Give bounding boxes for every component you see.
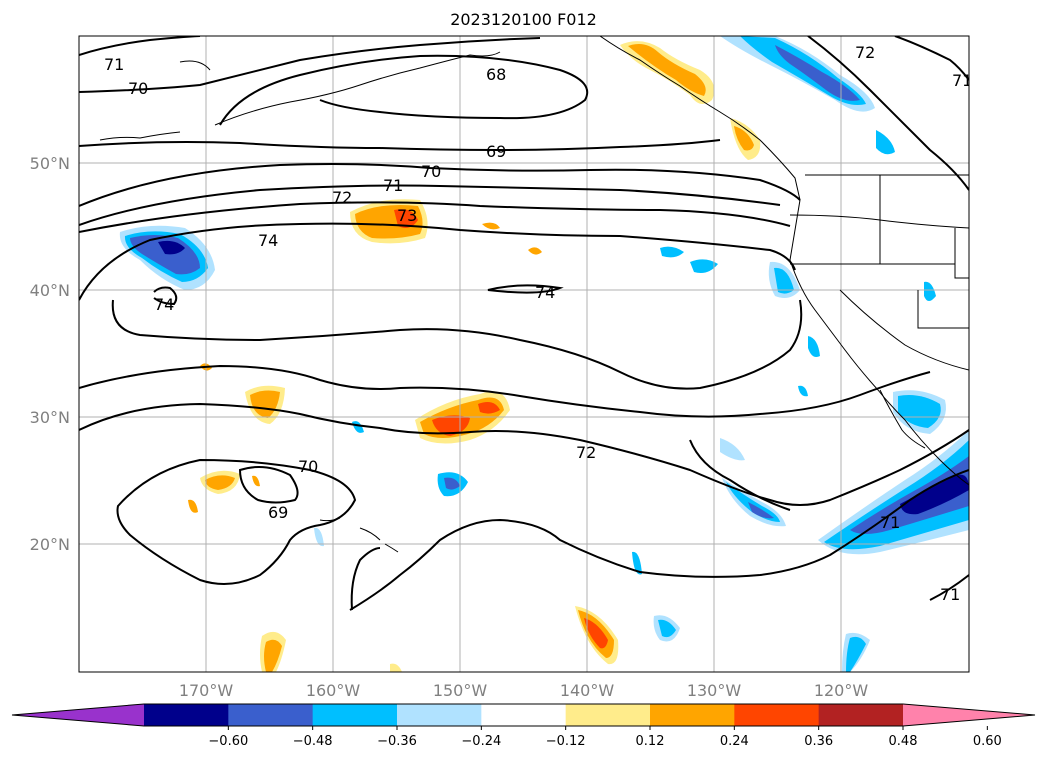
shade-positive	[482, 222, 500, 230]
map-title: 2023120100 F012	[450, 10, 597, 29]
shade-negative	[690, 259, 718, 273]
contour-label: 71	[104, 55, 124, 74]
shade-positive	[394, 209, 418, 228]
contour-lines	[79, 36, 969, 611]
contour-label: 71	[880, 513, 900, 532]
colorbar-segment	[144, 704, 229, 726]
shade-positive	[584, 618, 608, 649]
shade-negative	[798, 385, 808, 397]
shade-negative	[660, 246, 684, 258]
shade-negative	[808, 336, 820, 357]
longitude-labels: 170°W 160°W 150°W 140°W 130°W 120°W	[179, 681, 869, 700]
shade-negative	[726, 482, 780, 522]
colorbar-segment	[312, 704, 398, 726]
lon-label: 130°W	[687, 681, 742, 700]
shade-positive	[390, 663, 402, 672]
colorbar-tick-label: −0.60	[208, 734, 248, 749]
contour-label: 71	[383, 176, 403, 195]
latitude-labels: 50°N 40°N 30°N 20°N	[30, 154, 70, 554]
shade-negative	[720, 438, 745, 461]
colorbar-tick-label: 0.12	[636, 734, 665, 749]
contour-label: 69	[486, 142, 506, 161]
shade-negative	[846, 636, 866, 672]
colorbar-segment	[565, 704, 651, 726]
shade-negative	[924, 281, 936, 301]
shade-negative	[850, 456, 969, 534]
colorbar: −0.60 −0.48 −0.36 −0.24 −0.12 0.12 0.24 0.36 0.4…	[11, 703, 1036, 749]
lon-label: 170°W	[179, 681, 234, 700]
colorbar-extend-high	[903, 704, 1035, 726]
lon-label: 140°W	[560, 681, 615, 700]
colorbar-segment	[228, 704, 314, 726]
lon-label: 160°W	[306, 681, 361, 700]
contour-label: 70	[128, 79, 148, 98]
lat-label: 30°N	[30, 408, 70, 427]
contour-label: 70	[421, 162, 441, 181]
shade-negative	[748, 502, 774, 519]
shade-negative	[158, 240, 185, 255]
colorbar-extend-low	[12, 704, 144, 726]
contour-label: 72	[576, 443, 596, 462]
shade-positive	[734, 126, 754, 151]
colorbar-segment	[818, 704, 904, 726]
colorbar-tick-label: 0.36	[804, 734, 833, 749]
shade-negative	[444, 477, 460, 490]
colorbar-tick-label: 0.24	[720, 734, 749, 749]
lat-label: 40°N	[30, 281, 70, 300]
colorbar-outline	[11, 703, 1036, 727]
colorbar-tick-label: 0.60	[973, 734, 1002, 749]
colorbar-segment	[650, 704, 735, 726]
shade-negative	[658, 619, 676, 638]
plot-frame	[78, 35, 970, 673]
contour-label: 71	[940, 585, 960, 604]
gridlines	[79, 36, 969, 672]
shade-negative	[824, 440, 969, 550]
contour-labels: 71 70 68 72 71 69 70 71 72 73 74 74 74 7…	[104, 43, 972, 604]
shade-positive	[250, 390, 280, 418]
shade-negative	[898, 395, 941, 428]
shade-positive	[264, 639, 282, 672]
shade-positive	[478, 402, 500, 414]
colorbar-segment	[397, 704, 482, 726]
lon-label: 120°W	[814, 681, 869, 700]
contour-label: 68	[486, 65, 506, 84]
shade-negative	[632, 551, 642, 575]
contour-label: 74	[154, 295, 174, 314]
colorbar-tick-label: −0.36	[377, 734, 417, 749]
colorbar-segment	[734, 704, 820, 726]
contour-label: 69	[268, 503, 288, 522]
shade-negative	[130, 235, 200, 275]
shade-negative	[900, 474, 969, 515]
shade-negative	[775, 45, 860, 101]
contour-label: 72	[332, 188, 352, 207]
colorbar-tick-label: −0.24	[461, 734, 501, 749]
plot-area: 71 70 68 72 71 69 70 71 72 73 74 74 74 7…	[79, 36, 972, 672]
colorbar-tick-label: −0.48	[293, 734, 333, 749]
shade-negative	[314, 527, 324, 547]
contour-label: 72	[855, 43, 875, 62]
colorbar-segment	[481, 704, 567, 726]
shade-positive	[628, 44, 706, 96]
contour-label: 71	[952, 71, 972, 90]
shade-positive	[205, 475, 235, 490]
colorbar-tick-label: 0.48	[889, 734, 918, 749]
contour-label: 74	[258, 231, 278, 250]
contour-label: 73	[397, 206, 417, 225]
colorbar-tick-label: −0.12	[546, 734, 586, 749]
shaded-fields	[119, 36, 969, 672]
shade-negative	[774, 267, 794, 294]
contour-label: 74	[535, 283, 555, 302]
lat-label: 50°N	[30, 154, 70, 173]
lon-label: 150°W	[433, 681, 488, 700]
shade-positive	[252, 475, 260, 487]
lat-label: 20°N	[30, 535, 70, 554]
contour-label: 70	[298, 457, 318, 476]
shade-positive	[528, 247, 542, 255]
shade-positive	[188, 499, 198, 513]
shade-negative	[876, 130, 895, 155]
